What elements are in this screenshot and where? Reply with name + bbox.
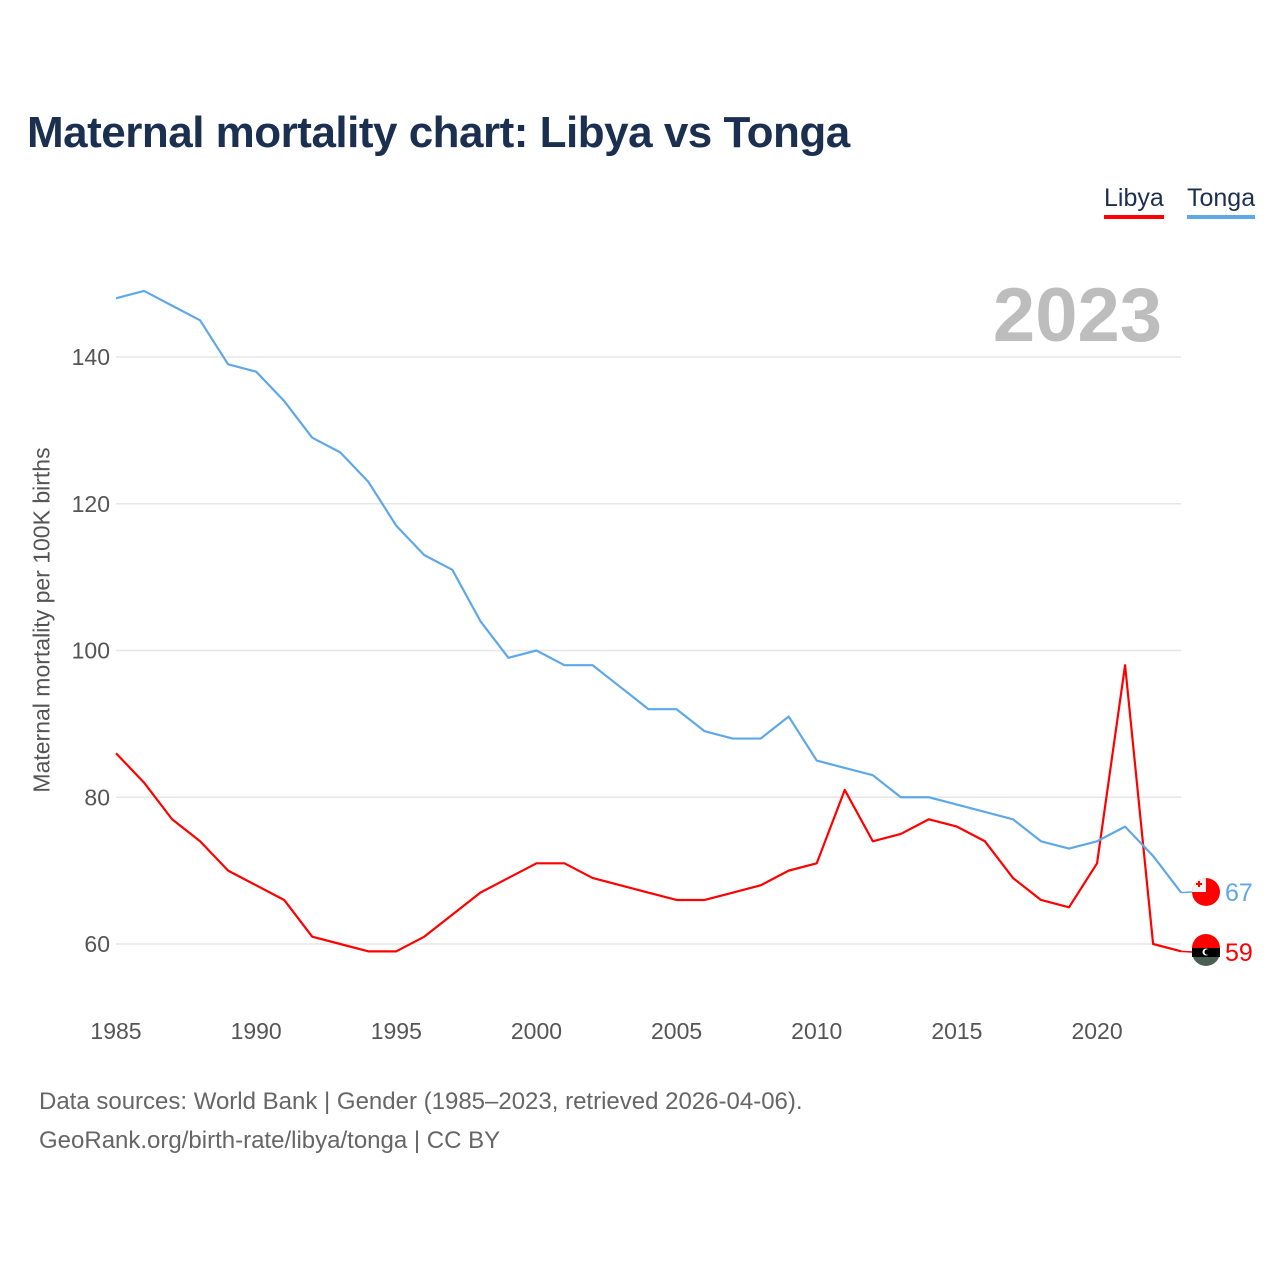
x-tick-label: 1985 <box>90 1018 141 1044</box>
end-value-label: 67 <box>1225 879 1253 907</box>
x-tick-label: 2005 <box>651 1018 702 1044</box>
end-connector <box>1181 950 1193 953</box>
flag-cross <box>1196 881 1202 887</box>
flag-stripe <box>1192 934 1220 948</box>
y-tick-label: 60 <box>84 931 110 957</box>
y-tick-label: 80 <box>84 784 110 810</box>
year-label: 2023 <box>992 273 1162 358</box>
end-value-label: 59 <box>1225 939 1253 967</box>
y-tick-label: 100 <box>72 638 110 664</box>
series-line-tonga <box>115 289 1183 894</box>
x-tick-label: 1995 <box>371 1018 422 1044</box>
series-line-libya <box>115 664 1182 953</box>
x-tick-label: 2000 <box>511 1018 562 1044</box>
x-tick-label: 2015 <box>931 1018 982 1044</box>
x-tick-label: 2020 <box>1071 1018 1122 1044</box>
y-tick-label: 140 <box>72 344 110 370</box>
y-tick-label: 120 <box>72 491 110 517</box>
legend-item-tonga[interactable]: Tonga <box>1187 184 1256 219</box>
crescent <box>1204 949 1211 955</box>
legend-item-libya[interactable]: Libya <box>1104 184 1164 219</box>
data-source-text: Data sources: World Bank | Gender (1985–… <box>39 1088 803 1115</box>
source-link[interactable]: GeoRank.org/birth-rate/libya/tonga | CC … <box>39 1127 501 1154</box>
chart-title: Maternal mortality chart: Libya vs Tonga <box>27 108 850 157</box>
x-tick-label: 2010 <box>791 1018 842 1044</box>
x-tick-label: 1990 <box>231 1018 282 1044</box>
end-connector <box>1181 891 1193 894</box>
